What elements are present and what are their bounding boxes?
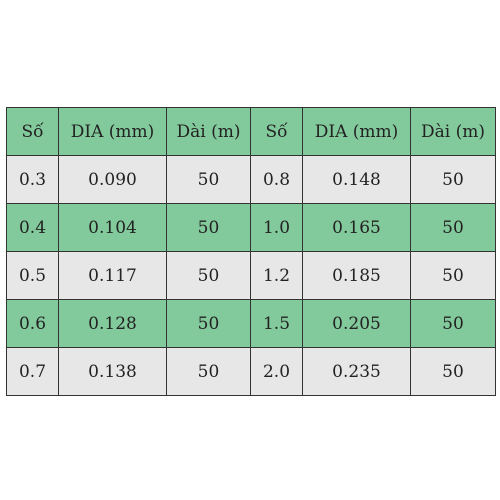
header-dia-1: DIA (mm) xyxy=(58,107,167,156)
cell-size: 1.2 xyxy=(250,251,303,300)
cell-size: 0.8 xyxy=(250,155,303,204)
cell-dia: 0.090 xyxy=(58,155,167,204)
cell-length: 50 xyxy=(410,347,496,396)
cell-size: 2.0 xyxy=(250,347,303,396)
header-dia-2: DIA (mm) xyxy=(302,107,411,156)
cell-dia: 0.128 xyxy=(58,299,167,348)
cell-dia: 0.185 xyxy=(302,251,411,300)
cell-length: 50 xyxy=(166,203,251,252)
cell-dia: 0.165 xyxy=(302,203,411,252)
table-row: 0.6 0.128 50 1.5 0.205 50 xyxy=(6,299,496,348)
cell-size: 1.5 xyxy=(250,299,303,348)
cell-length: 50 xyxy=(166,251,251,300)
cell-size: 0.5 xyxy=(6,251,59,300)
table-header-row: Số DIA (mm) Dài (m) Số DIA (mm) Dài (m) xyxy=(6,107,496,156)
cell-dia: 0.205 xyxy=(302,299,411,348)
cell-dia: 0.104 xyxy=(58,203,167,252)
cell-size: 0.7 xyxy=(6,347,59,396)
cell-length: 50 xyxy=(166,155,251,204)
cell-size: 1.0 xyxy=(250,203,303,252)
cell-length: 50 xyxy=(410,299,496,348)
cell-dia: 0.117 xyxy=(58,251,167,300)
header-length-2: Dài (m) xyxy=(410,107,496,156)
header-length-1: Dài (m) xyxy=(166,107,251,156)
line-spec-table: Số DIA (mm) Dài (m) Số DIA (mm) Dài (m) … xyxy=(6,107,496,396)
cell-length: 50 xyxy=(410,203,496,252)
cell-size: 0.4 xyxy=(6,203,59,252)
cell-dia: 0.235 xyxy=(302,347,411,396)
table-row: 0.5 0.117 50 1.2 0.185 50 xyxy=(6,251,496,300)
table-row: 0.3 0.090 50 0.8 0.148 50 xyxy=(6,155,496,204)
cell-size: 0.6 xyxy=(6,299,59,348)
header-so-1: Số xyxy=(6,107,59,156)
cell-length: 50 xyxy=(410,251,496,300)
cell-dia: 0.148 xyxy=(302,155,411,204)
cell-length: 50 xyxy=(166,347,251,396)
cell-size: 0.3 xyxy=(6,155,59,204)
cell-dia: 0.138 xyxy=(58,347,167,396)
table-row: 0.7 0.138 50 2.0 0.235 50 xyxy=(6,347,496,396)
header-so-2: Số xyxy=(250,107,303,156)
cell-length: 50 xyxy=(166,299,251,348)
table-row: 0.4 0.104 50 1.0 0.165 50 xyxy=(6,203,496,252)
cell-length: 50 xyxy=(410,155,496,204)
